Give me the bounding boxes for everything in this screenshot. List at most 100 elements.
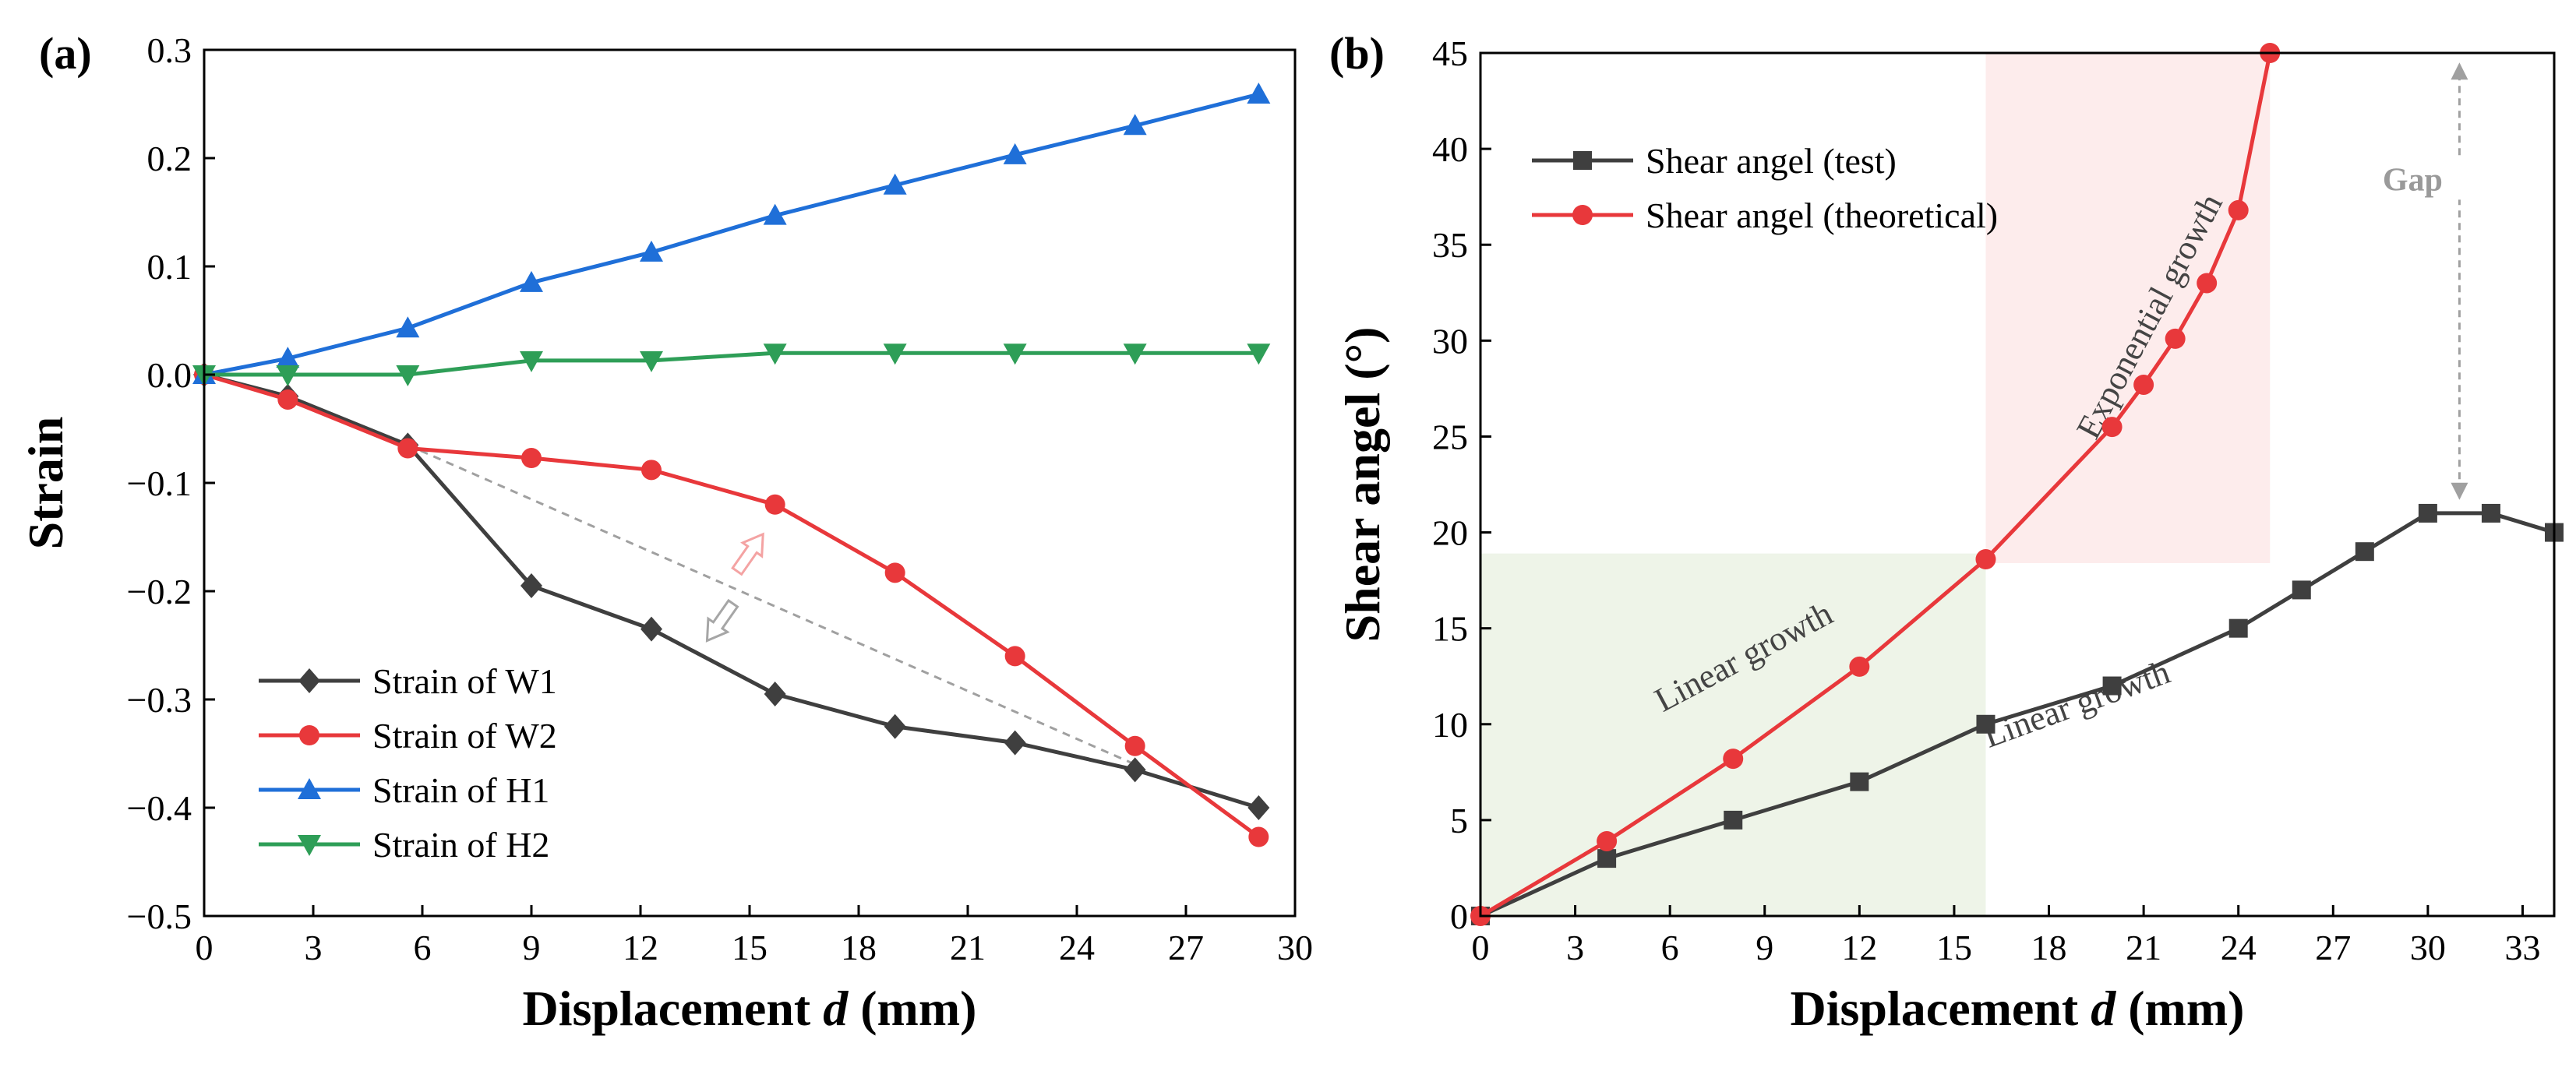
data-point (2165, 328, 2186, 349)
data-point (2228, 618, 2248, 638)
data-point (2102, 676, 2122, 696)
y-tick-label: 45 (1432, 33, 1468, 73)
y-tick-label: 0.2 (147, 139, 192, 178)
x-tick-label: 9 (523, 928, 541, 967)
data-point (277, 389, 298, 410)
legend-marker (299, 725, 319, 745)
legend-label: Strain of H2 (372, 825, 549, 865)
data-point (396, 365, 420, 386)
x-tick-label: 30 (2410, 928, 2446, 967)
data-point (764, 682, 786, 707)
x-tick-label: 30 (1277, 928, 1313, 967)
y-tick-label: −0.3 (127, 680, 192, 720)
series-line (203, 372, 1260, 810)
x-tick-label: 24 (2221, 928, 2257, 967)
panel-a-label: (a) (39, 28, 92, 79)
x-tick-label: 18 (2031, 928, 2067, 967)
y-tick-label: 0.0 (147, 355, 192, 395)
hollow-arrow-up-right (731, 532, 764, 576)
x-tick-label: 0 (196, 928, 213, 967)
data-point (883, 173, 907, 195)
y-tick-label: −0.5 (127, 897, 192, 936)
series-line (203, 92, 1259, 377)
series-2 (194, 365, 1269, 847)
x-tick-label: 6 (414, 928, 432, 967)
data-point (1123, 343, 1147, 365)
y-tick-label: −0.4 (127, 788, 192, 828)
y-tick-label: 15 (1432, 609, 1468, 649)
exponential-region (1985, 53, 2271, 563)
legend-label: Strain of H1 (372, 770, 549, 810)
data-point (276, 347, 300, 368)
data-point (1123, 114, 1147, 136)
panel-b-y-axis-label: Shear angel (°) (1335, 327, 1390, 643)
legend-marker (298, 668, 320, 693)
data-point (2292, 580, 2311, 600)
y-tick-label: 20 (1432, 513, 1468, 553)
data-point (1247, 82, 1271, 104)
data-point (1850, 772, 1869, 791)
data-point (2418, 503, 2437, 523)
legend-marker (298, 778, 321, 799)
data-point (763, 343, 787, 365)
data-point (1124, 757, 1146, 783)
data-point (1976, 714, 1996, 734)
x-tick-label: 3 (305, 928, 323, 967)
y-tick-label: −0.2 (127, 572, 192, 611)
annotation-text: Linear growth (1978, 653, 2175, 756)
panel-b-label: (b) (1329, 28, 1385, 79)
y-tick-label: 0.1 (147, 247, 192, 287)
hollow-arrow-down-left (705, 598, 739, 643)
data-point (2228, 199, 2249, 220)
x-tick-label: 33 (2504, 928, 2540, 967)
data-point (396, 316, 420, 338)
data-point (2133, 374, 2154, 395)
panel-a-plot-frame (203, 48, 1297, 918)
x-tick-label: 9 (1756, 928, 1773, 967)
data-point (520, 351, 543, 372)
data-point (1597, 849, 1617, 868)
legend-item: Strain of H2 (259, 825, 549, 865)
data-point (1003, 343, 1027, 365)
panel-b-x-axis-label: Displacement d (mm) (1791, 981, 2245, 1036)
x-tick-label: 27 (1168, 928, 1204, 967)
series-1 (1471, 503, 2564, 925)
y-tick-label: −0.1 (127, 463, 192, 503)
legend-item: Shear angel (test) (1532, 141, 1897, 181)
data-point (2355, 542, 2374, 562)
legend-marker (1573, 151, 1592, 170)
data-point (1723, 749, 1744, 770)
panel-b-plot-frame (1479, 51, 2556, 918)
x-tick-label: 24 (1059, 928, 1095, 967)
y-tick-label: 25 (1432, 417, 1468, 456)
y-tick-label: 5 (1450, 801, 1468, 840)
data-point (1247, 795, 1270, 820)
legend-label: Shear angel (test) (1646, 141, 1897, 181)
data-point (641, 460, 662, 481)
data-point (2101, 417, 2123, 438)
data-point (521, 448, 542, 469)
data-point (1597, 830, 1618, 851)
data-point (763, 203, 787, 225)
data-point (1849, 656, 1870, 677)
x-tick-label: 21 (950, 928, 986, 967)
linear-region (1480, 553, 1986, 916)
series-line (203, 372, 1260, 839)
data-point (640, 351, 663, 372)
data-point (1975, 549, 1996, 570)
gap-double-arrow (2414, 62, 2505, 500)
data-point (520, 573, 542, 599)
series-3 (192, 82, 1271, 384)
legend-item: Shear angel (theoretical) (1532, 196, 1998, 235)
x-tick-label: 12 (1841, 928, 1877, 967)
data-point (1004, 730, 1026, 756)
legend-label: Strain of W1 (372, 661, 557, 701)
x-tick-label: 6 (1661, 928, 1679, 967)
data-point (884, 562, 905, 583)
x-tick-label: 15 (732, 928, 768, 967)
series-line (1479, 511, 2555, 918)
data-point (1248, 826, 1269, 847)
x-tick-label: 12 (623, 928, 658, 967)
x-tick-label: 3 (1566, 928, 1584, 967)
